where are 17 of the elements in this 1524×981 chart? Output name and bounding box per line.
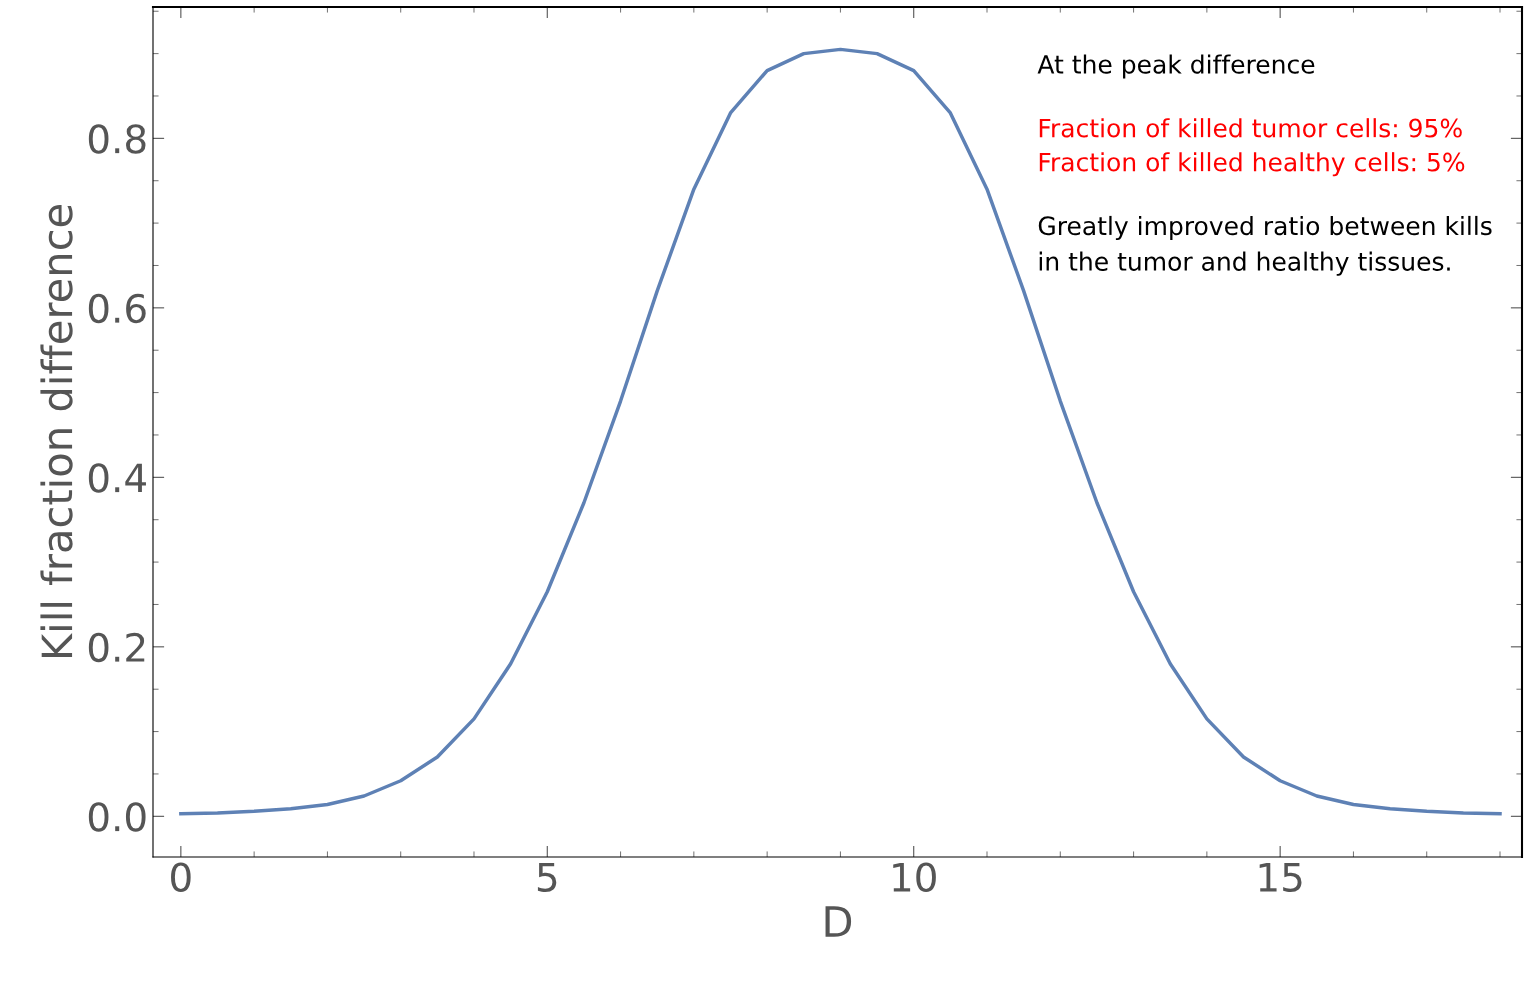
y-axis-title: Kill fraction difference bbox=[40, 205, 73, 658]
x-tick-label: 5 bbox=[537, 863, 557, 892]
y-tick-label: 0.2 bbox=[88, 632, 145, 663]
line-series bbox=[179, 47, 1502, 816]
annotation: in the tumor and healthy tissues. bbox=[1039, 251, 1450, 276]
annotation: Greatly improved ratio between kills bbox=[1038, 215, 1492, 241]
y-tick-label: 0.0 bbox=[88, 802, 146, 832]
y-tick-label: 0.4 bbox=[88, 463, 146, 493]
annotation: Fraction of killed tumor cells: 95% bbox=[1039, 118, 1462, 138]
y-tick-label: 0.6 bbox=[88, 293, 146, 324]
annotation: Fraction of killed healthy cells: 5% bbox=[1039, 152, 1465, 177]
x-tick-label: 0 bbox=[171, 862, 191, 892]
x-tick-label: 15 bbox=[1259, 863, 1302, 892]
x-axis-title: D bbox=[825, 906, 852, 937]
annotation: At the peak difference bbox=[1037, 54, 1315, 79]
x-tick-label: 10 bbox=[893, 862, 936, 892]
y-tick-label: 0.8 bbox=[88, 124, 146, 154]
